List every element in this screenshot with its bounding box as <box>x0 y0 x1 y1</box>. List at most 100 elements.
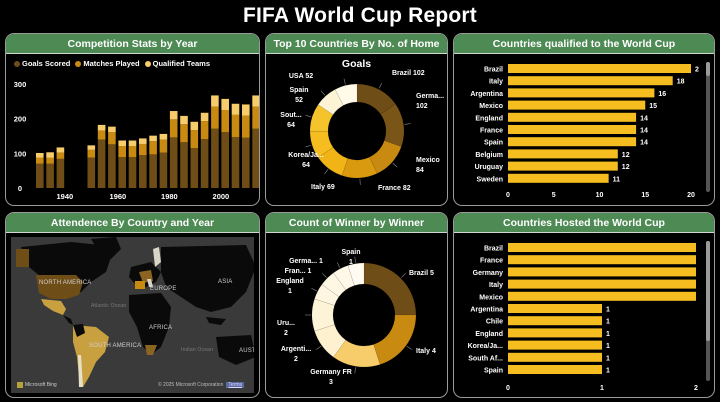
bar-segment[interactable] <box>242 137 250 188</box>
bar-segment[interactable] <box>149 141 157 155</box>
qualified-scrollbar[interactable] <box>706 62 710 192</box>
bar[interactable] <box>508 64 691 73</box>
bar[interactable] <box>508 304 602 313</box>
bar-segment[interactable] <box>211 95 219 107</box>
bar-segment[interactable] <box>46 152 54 158</box>
bar-segment[interactable] <box>200 112 209 122</box>
bar[interactable] <box>508 88 655 98</box>
bar-row[interactable]: Belgium 12 <box>475 149 630 159</box>
hosted-scrollbar[interactable] <box>706 241 710 381</box>
bar-segment[interactable] <box>169 119 178 138</box>
bar-segment[interactable] <box>221 98 229 110</box>
stacked-bar[interactable] <box>190 121 199 188</box>
bar-segment[interactable] <box>231 137 240 188</box>
bar-segment[interactable] <box>128 157 137 188</box>
bar-segment[interactable] <box>159 139 168 153</box>
donut-slice[interactable] <box>333 339 381 368</box>
bar-segment[interactable] <box>56 158 65 188</box>
bar-row[interactable]: Spain 1 <box>484 365 610 375</box>
qualified-bar-chart[interactable]: Brazil20Italy18Argentina16Mexico15Englan… <box>454 54 703 206</box>
bar-row[interactable]: Italy2 <box>489 279 704 290</box>
bar-segment[interactable] <box>180 142 188 188</box>
stacked-bar[interactable] <box>139 138 147 188</box>
hosted-bar-chart[interactable]: Brazil2France2Germany2Italy2Mexico2Argen… <box>454 233 704 398</box>
bar-row[interactable]: Mexico 15 <box>479 100 657 111</box>
bar-segment[interactable] <box>211 128 219 188</box>
bar-segment[interactable] <box>97 139 106 188</box>
stacked-bar[interactable] <box>211 95 219 188</box>
bar[interactable] <box>508 255 696 265</box>
bar-segment[interactable] <box>231 114 240 138</box>
stacked-bar[interactable] <box>149 135 157 188</box>
donut-slice[interactable] <box>347 262 365 286</box>
bar[interactable] <box>508 100 646 110</box>
legend-goals-scored[interactable]: Goals Scored <box>14 59 70 68</box>
bar-segment[interactable] <box>242 115 250 138</box>
bar-segment[interactable] <box>118 157 126 188</box>
bar-segment[interactable] <box>36 152 44 158</box>
stacked-bar[interactable] <box>200 112 209 188</box>
donut-slice[interactable] <box>369 140 402 174</box>
stacked-bar[interactable] <box>128 140 137 188</box>
bar[interactable] <box>508 137 637 147</box>
bar[interactable] <box>508 267 696 277</box>
winners-donut-chart[interactable]: Brazil 5 Italy 4 Germany FR 3 Argenti... 2 Uru… <box>266 233 447 398</box>
bar[interactable] <box>508 316 602 326</box>
stacked-bar[interactable] <box>97 124 106 188</box>
bar-segment[interactable] <box>56 147 65 153</box>
bar-row[interactable]: France2 <box>480 255 704 265</box>
bar-row[interactable]: Mexico2 <box>479 291 704 302</box>
bar-row[interactable]: Spain 14 <box>484 137 648 147</box>
bar-segment[interactable] <box>46 157 54 164</box>
bar-segment[interactable] <box>97 130 106 140</box>
bar[interactable] <box>508 112 637 122</box>
bar[interactable] <box>508 149 618 159</box>
bar-row[interactable]: Argentina 16 <box>470 88 666 98</box>
bar-segment[interactable] <box>108 126 116 133</box>
donut-slice[interactable] <box>363 262 417 316</box>
bar-segment[interactable] <box>87 145 96 150</box>
donut-slice[interactable] <box>309 104 334 132</box>
stacked-bar[interactable] <box>118 140 126 188</box>
bar[interactable] <box>508 279 696 289</box>
home-goals-donut-chart[interactable]: Brazil 102 Germa... 102 Mexico 84 France 82 It… <box>266 54 447 206</box>
bar-segment[interactable] <box>221 132 229 188</box>
bar-row[interactable]: South Af... 1 <box>468 352 610 363</box>
bar[interactable] <box>508 291 696 301</box>
bar-segment[interactable] <box>128 146 137 158</box>
bar-segment[interactable] <box>190 130 199 149</box>
stacked-bar[interactable] <box>159 133 168 188</box>
bar[interactable] <box>508 161 618 171</box>
bar-segment[interactable] <box>149 135 157 142</box>
donut-slice[interactable] <box>334 83 358 106</box>
bar-segment[interactable] <box>252 128 259 188</box>
bar-row[interactable]: Sweden 11 <box>477 173 621 184</box>
donut-slice[interactable] <box>321 272 347 298</box>
bar-segment[interactable] <box>190 148 199 188</box>
bar-segment[interactable] <box>46 163 54 188</box>
bar-row[interactable]: England 14 <box>475 112 648 123</box>
stacked-bar[interactable] <box>180 115 188 188</box>
hosted-scroll-thumb[interactable] <box>706 241 710 341</box>
bar-segment[interactable] <box>108 144 116 188</box>
competition-stacked-bar-chart[interactable]: 0 100 200 300 1940 1960 1980 2000 <box>6 54 259 206</box>
bar-segment[interactable] <box>128 140 137 147</box>
bar-segment[interactable] <box>221 110 229 133</box>
stacked-bar[interactable] <box>169 111 178 188</box>
legend-matches-played[interactable]: Matches Played <box>75 59 140 68</box>
bar-row[interactable]: Uruguay 12 <box>475 161 630 172</box>
bar-segment[interactable] <box>139 143 147 156</box>
bar-segment[interactable] <box>242 104 250 116</box>
qualified-scroll-thumb[interactable] <box>706 62 710 76</box>
stacked-bar[interactable] <box>46 152 54 188</box>
bar-segment[interactable] <box>159 152 168 188</box>
donut-slice[interactable] <box>341 156 378 179</box>
bar-segment[interactable] <box>169 111 178 120</box>
attendance-map[interactable]: NORTH AMERICA EUROPE ASIA AFRICA SOUTH A… <box>11 237 254 393</box>
bar-segment[interactable] <box>108 132 116 145</box>
bar-segment[interactable] <box>87 149 96 158</box>
bar-segment[interactable] <box>200 121 209 140</box>
map-terms-link[interactable]: Terms <box>226 382 244 388</box>
bar-segment[interactable] <box>180 124 188 143</box>
bar-row[interactable]: England 1 <box>475 328 610 338</box>
